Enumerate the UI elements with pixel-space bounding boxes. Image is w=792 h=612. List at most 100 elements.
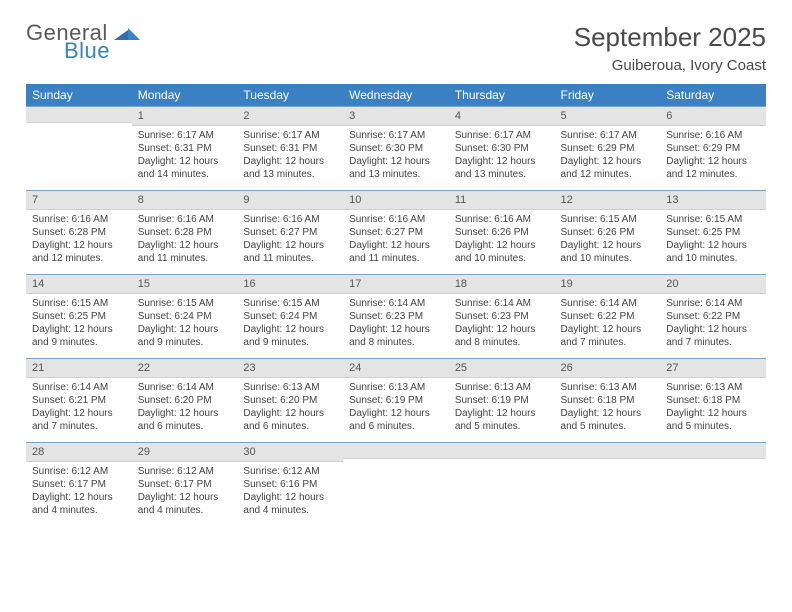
- sunset-text: Sunset: 6:28 PM: [138, 226, 232, 239]
- calendar-day-cell: 2Sunrise: 6:17 AMSunset: 6:31 PMDaylight…: [237, 106, 343, 190]
- sunrise-text: Sunrise: 6:16 AM: [666, 129, 760, 142]
- calendar-day-cell: 23Sunrise: 6:13 AMSunset: 6:20 PMDayligh…: [237, 358, 343, 442]
- day-number: 12: [555, 190, 661, 210]
- daylight-text: Daylight: 12 hours and 6 minutes.: [349, 407, 443, 433]
- sunrise-text: Sunrise: 6:17 AM: [561, 129, 655, 142]
- day-details: Sunrise: 6:17 AMSunset: 6:29 PMDaylight:…: [555, 126, 661, 185]
- day-details: Sunrise: 6:13 AMSunset: 6:18 PMDaylight:…: [555, 378, 661, 437]
- day-number: 14: [26, 274, 132, 294]
- daylight-text: Daylight: 12 hours and 12 minutes.: [666, 155, 760, 181]
- sunset-text: Sunset: 6:18 PM: [666, 394, 760, 407]
- sunset-text: Sunset: 6:30 PM: [455, 142, 549, 155]
- daylight-text: Daylight: 12 hours and 12 minutes.: [32, 239, 126, 265]
- calendar-day-cell: 22Sunrise: 6:14 AMSunset: 6:20 PMDayligh…: [132, 358, 238, 442]
- daylight-text: Daylight: 12 hours and 9 minutes.: [32, 323, 126, 349]
- sunrise-text: Sunrise: 6:15 AM: [243, 297, 337, 310]
- calendar-day-cell: [660, 442, 766, 526]
- day-number: [26, 106, 132, 123]
- calendar-day-cell: 7Sunrise: 6:16 AMSunset: 6:28 PMDaylight…: [26, 190, 132, 274]
- day-number: 21: [26, 358, 132, 378]
- weekday-header: Saturday: [660, 84, 766, 106]
- day-number: 27: [660, 358, 766, 378]
- day-details: Sunrise: 6:17 AMSunset: 6:30 PMDaylight:…: [449, 126, 555, 185]
- day-details: Sunrise: 6:14 AMSunset: 6:23 PMDaylight:…: [343, 294, 449, 353]
- daylight-text: Daylight: 12 hours and 9 minutes.: [243, 323, 337, 349]
- calendar-day-cell: 1Sunrise: 6:17 AMSunset: 6:31 PMDaylight…: [132, 106, 238, 190]
- calendar-day-cell: [449, 442, 555, 526]
- day-details: Sunrise: 6:15 AMSunset: 6:26 PMDaylight:…: [555, 210, 661, 269]
- sunset-text: Sunset: 6:26 PM: [455, 226, 549, 239]
- sunrise-text: Sunrise: 6:16 AM: [455, 213, 549, 226]
- day-number: 10: [343, 190, 449, 210]
- calendar-day-cell: 20Sunrise: 6:14 AMSunset: 6:22 PMDayligh…: [660, 274, 766, 358]
- calendar-table: SundayMondayTuesdayWednesdayThursdayFrid…: [26, 84, 766, 526]
- calendar-day-cell: 26Sunrise: 6:13 AMSunset: 6:18 PMDayligh…: [555, 358, 661, 442]
- calendar-day-cell: 24Sunrise: 6:13 AMSunset: 6:19 PMDayligh…: [343, 358, 449, 442]
- calendar-day-cell: 14Sunrise: 6:15 AMSunset: 6:25 PMDayligh…: [26, 274, 132, 358]
- weekday-header-row: SundayMondayTuesdayWednesdayThursdayFrid…: [26, 84, 766, 106]
- day-details: Sunrise: 6:16 AMSunset: 6:26 PMDaylight:…: [449, 210, 555, 269]
- calendar-day-cell: 13Sunrise: 6:15 AMSunset: 6:25 PMDayligh…: [660, 190, 766, 274]
- day-number: 5: [555, 106, 661, 126]
- day-details: Sunrise: 6:16 AMSunset: 6:28 PMDaylight:…: [132, 210, 238, 269]
- calendar-day-cell: 9Sunrise: 6:16 AMSunset: 6:27 PMDaylight…: [237, 190, 343, 274]
- sunset-text: Sunset: 6:20 PM: [138, 394, 232, 407]
- sunrise-text: Sunrise: 6:14 AM: [561, 297, 655, 310]
- sunset-text: Sunset: 6:22 PM: [561, 310, 655, 323]
- weekday-header: Tuesday: [237, 84, 343, 106]
- day-number: 25: [449, 358, 555, 378]
- day-details: Sunrise: 6:16 AMSunset: 6:27 PMDaylight:…: [343, 210, 449, 269]
- day-details: Sunrise: 6:13 AMSunset: 6:19 PMDaylight:…: [343, 378, 449, 437]
- sunrise-text: Sunrise: 6:17 AM: [138, 129, 232, 142]
- calendar-day-cell: 10Sunrise: 6:16 AMSunset: 6:27 PMDayligh…: [343, 190, 449, 274]
- calendar-day-cell: 16Sunrise: 6:15 AMSunset: 6:24 PMDayligh…: [237, 274, 343, 358]
- daylight-text: Daylight: 12 hours and 11 minutes.: [243, 239, 337, 265]
- sunset-text: Sunset: 6:24 PM: [138, 310, 232, 323]
- day-number: 19: [555, 274, 661, 294]
- day-number: 20: [660, 274, 766, 294]
- calendar-day-cell: 19Sunrise: 6:14 AMSunset: 6:22 PMDayligh…: [555, 274, 661, 358]
- day-details: Sunrise: 6:14 AMSunset: 6:23 PMDaylight:…: [449, 294, 555, 353]
- day-number: 23: [237, 358, 343, 378]
- sunset-text: Sunset: 6:23 PM: [349, 310, 443, 323]
- calendar-day-cell: [26, 106, 132, 190]
- calendar-day-cell: 21Sunrise: 6:14 AMSunset: 6:21 PMDayligh…: [26, 358, 132, 442]
- day-details: Sunrise: 6:15 AMSunset: 6:24 PMDaylight:…: [237, 294, 343, 353]
- day-number: 6: [660, 106, 766, 126]
- calendar-day-cell: 5Sunrise: 6:17 AMSunset: 6:29 PMDaylight…: [555, 106, 661, 190]
- sunset-text: Sunset: 6:25 PM: [32, 310, 126, 323]
- sunset-text: Sunset: 6:30 PM: [349, 142, 443, 155]
- calendar-thead: SundayMondayTuesdayWednesdayThursdayFrid…: [26, 84, 766, 106]
- calendar-day-cell: 27Sunrise: 6:13 AMSunset: 6:18 PMDayligh…: [660, 358, 766, 442]
- day-details: Sunrise: 6:14 AMSunset: 6:20 PMDaylight:…: [132, 378, 238, 437]
- day-details: [343, 459, 449, 466]
- month-title: September 2025: [574, 22, 766, 53]
- weekday-header: Thursday: [449, 84, 555, 106]
- sunset-text: Sunset: 6:19 PM: [349, 394, 443, 407]
- day-number: 30: [237, 442, 343, 462]
- calendar-day-cell: 4Sunrise: 6:17 AMSunset: 6:30 PMDaylight…: [449, 106, 555, 190]
- calendar-day-cell: [343, 442, 449, 526]
- daylight-text: Daylight: 12 hours and 10 minutes.: [666, 239, 760, 265]
- day-number: [555, 442, 661, 459]
- sunset-text: Sunset: 6:24 PM: [243, 310, 337, 323]
- sunrise-text: Sunrise: 6:12 AM: [243, 465, 337, 478]
- day-number: 17: [343, 274, 449, 294]
- weekday-header: Wednesday: [343, 84, 449, 106]
- day-details: Sunrise: 6:17 AMSunset: 6:30 PMDaylight:…: [343, 126, 449, 185]
- day-details: Sunrise: 6:12 AMSunset: 6:17 PMDaylight:…: [26, 462, 132, 521]
- day-number: 22: [132, 358, 238, 378]
- calendar-day-cell: 11Sunrise: 6:16 AMSunset: 6:26 PMDayligh…: [449, 190, 555, 274]
- day-details: Sunrise: 6:15 AMSunset: 6:25 PMDaylight:…: [26, 294, 132, 353]
- calendar-day-cell: 30Sunrise: 6:12 AMSunset: 6:16 PMDayligh…: [237, 442, 343, 526]
- daylight-text: Daylight: 12 hours and 13 minutes.: [349, 155, 443, 181]
- sunrise-text: Sunrise: 6:16 AM: [349, 213, 443, 226]
- sunset-text: Sunset: 6:31 PM: [138, 142, 232, 155]
- daylight-text: Daylight: 12 hours and 10 minutes.: [455, 239, 549, 265]
- day-details: Sunrise: 6:16 AMSunset: 6:27 PMDaylight:…: [237, 210, 343, 269]
- day-details: Sunrise: 6:13 AMSunset: 6:19 PMDaylight:…: [449, 378, 555, 437]
- sunset-text: Sunset: 6:17 PM: [138, 478, 232, 491]
- day-details: [660, 459, 766, 466]
- sunset-text: Sunset: 6:21 PM: [32, 394, 126, 407]
- sunset-text: Sunset: 6:18 PM: [561, 394, 655, 407]
